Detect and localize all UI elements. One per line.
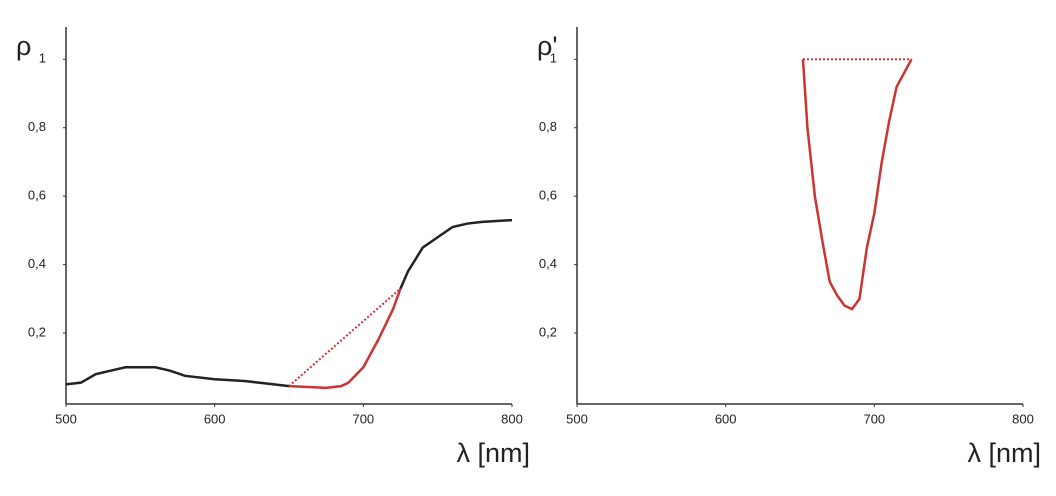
x-tick-label: 800 — [501, 411, 523, 426]
y-tick-label: 0,2 — [539, 324, 557, 339]
y-tick-label: 0,2 — [28, 324, 46, 339]
y-axis-label: ρ' — [537, 31, 558, 61]
line-series — [288, 287, 402, 387]
y-tick-label: 0,8 — [539, 119, 557, 134]
y-tick-label: 0,6 — [539, 188, 557, 203]
x-tick-label: 500 — [566, 411, 588, 426]
x-tick-label: 700 — [352, 411, 374, 426]
x-tick-label: 700 — [863, 411, 885, 426]
y-tick-label: 1 — [550, 51, 557, 66]
x-tick-label: 600 — [715, 411, 737, 426]
line-series — [288, 288, 402, 390]
y-tick-label: 0,6 — [28, 188, 46, 203]
line-series — [801, 58, 913, 311]
x-axis-label: λ [nm] — [967, 438, 1041, 468]
x-tick-label: 800 — [1012, 411, 1034, 426]
line-series — [65, 366, 290, 388]
line-series — [399, 218, 513, 290]
x-tick-label: 500 — [55, 411, 77, 426]
x-axis-label: λ [nm] — [456, 438, 530, 468]
y-tick-label: 0,4 — [539, 256, 557, 271]
y-tick-label: 1 — [39, 51, 46, 66]
y-tick-label: 0,4 — [28, 256, 46, 271]
y-axis-label: ρ — [16, 31, 31, 61]
y-tick-label: 0,8 — [28, 119, 46, 134]
x-tick-label: 600 — [204, 411, 226, 426]
